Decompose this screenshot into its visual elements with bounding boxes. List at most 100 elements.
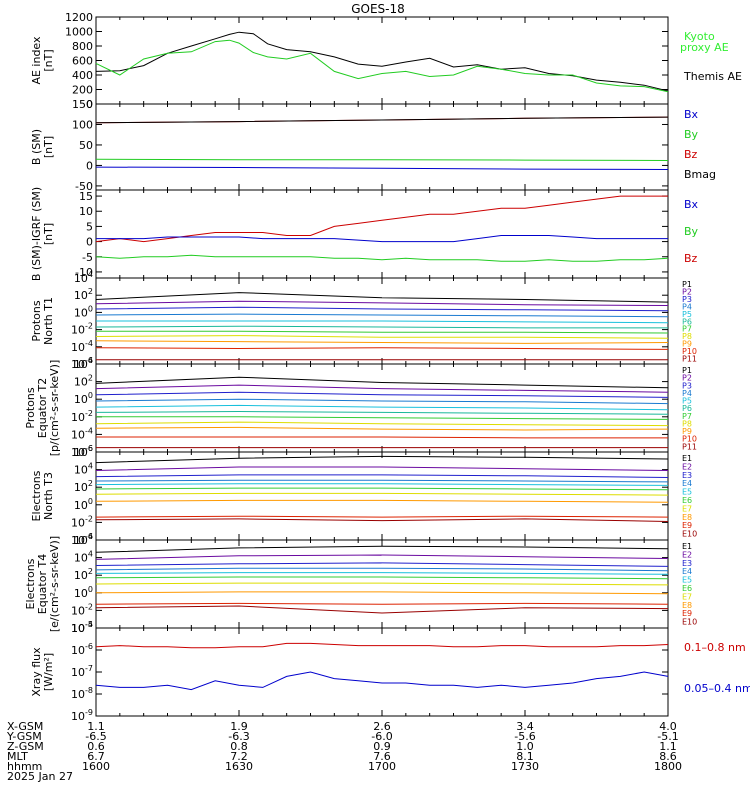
y-tick-label: 1200 bbox=[65, 11, 93, 24]
legend-entry: P8 bbox=[682, 332, 692, 341]
panel-frame bbox=[95, 103, 669, 191]
series-0-1-0-8-nm bbox=[95, 642, 669, 649]
series-p3 bbox=[95, 306, 669, 312]
y-axis-label: Xray flux bbox=[30, 647, 43, 697]
legend-entry: P11 bbox=[682, 355, 697, 364]
ephemeris-value: 1.1 bbox=[659, 740, 677, 753]
ephemeris-row-label: Y-GSM bbox=[6, 730, 42, 743]
series-e5 bbox=[95, 572, 669, 575]
ephemeris-row-label: MLT bbox=[7, 750, 28, 763]
series-e10 bbox=[95, 518, 669, 522]
y-tick-exp: -7 bbox=[85, 664, 93, 673]
y-tick-exp: 2 bbox=[88, 287, 93, 296]
ephemeris-row-label: X-GSM bbox=[7, 720, 43, 733]
ephemeris-row-label: hhmm bbox=[7, 760, 42, 773]
legend-entry: E8 bbox=[682, 601, 692, 610]
series-e3 bbox=[95, 474, 669, 478]
y-tick-label: 10-8 bbox=[71, 686, 93, 701]
series-e4 bbox=[95, 567, 669, 572]
legend-entry: By bbox=[684, 225, 699, 238]
y-tick-label: 150 bbox=[72, 98, 93, 111]
y-tick-label: -5 bbox=[82, 251, 93, 264]
y-tick-label: 10-2 bbox=[71, 602, 93, 617]
series-p4 bbox=[95, 398, 669, 405]
y-axis-label: AE index bbox=[30, 36, 43, 85]
legend-entry: Bx bbox=[684, 198, 699, 211]
y-tick-label: 10-6 bbox=[71, 642, 93, 657]
ephemeris-row-label: Z-GSM bbox=[7, 740, 44, 753]
y-tick-label: 104 bbox=[74, 356, 93, 371]
series-p4 bbox=[95, 313, 669, 318]
legend-entry: 0.1–0.8 nm bbox=[684, 641, 746, 654]
legend-entry: P7 bbox=[682, 325, 692, 334]
panel-2: -50 0 50 100 150 B (SM) [nT] Bx By Bz Bmag bbox=[30, 98, 716, 193]
y-tick-exp: 4 bbox=[88, 270, 93, 279]
date-label: 2025 Jan 27 bbox=[7, 770, 73, 783]
legend-entry: E1 bbox=[682, 454, 692, 463]
y-tick-exp: -2 bbox=[85, 602, 93, 611]
legend-entry: By bbox=[684, 128, 699, 141]
legend-entry: 0.05–0.4 nm bbox=[684, 682, 750, 695]
y-tick-exp: 0 bbox=[88, 497, 93, 506]
legend-entry: Bz bbox=[684, 252, 698, 265]
ephemeris-value: 7.6 bbox=[373, 750, 391, 763]
legend-entry: P6 bbox=[682, 317, 692, 326]
ephemeris-value: 7.2 bbox=[230, 750, 248, 763]
y-tick-exp: 0 bbox=[88, 391, 93, 400]
y-tick-exp: -6 bbox=[85, 444, 93, 453]
legend-entry: E2 bbox=[682, 462, 692, 471]
legend-entry: P6 bbox=[682, 404, 692, 413]
ephemeris-value: 0.9 bbox=[373, 740, 391, 753]
y-tick-exp: 4 bbox=[88, 462, 93, 471]
y-tick-label: 10-4 bbox=[71, 339, 93, 354]
series-e5 bbox=[95, 483, 669, 486]
y-tick-label: 10 bbox=[79, 205, 93, 218]
y-tick-label: 102 bbox=[74, 567, 93, 582]
legend-entry: E2 bbox=[682, 550, 692, 559]
y-tick-label: 600 bbox=[72, 55, 93, 68]
legend-entry: E5 bbox=[682, 488, 692, 497]
series-p2 bbox=[95, 300, 669, 306]
ephemeris-value: -6.0 bbox=[371, 730, 392, 743]
series-p6 bbox=[95, 325, 668, 329]
legend-entry: P10 bbox=[682, 435, 697, 444]
ephemeris-value: -5.6 bbox=[514, 730, 535, 743]
y-tick-exp: -4 bbox=[85, 426, 93, 435]
y-axis-label: [W/m²] bbox=[42, 653, 55, 691]
y-axis-label: [p/(cm²-s-sr-keV)] bbox=[48, 360, 61, 457]
y-tick-exp: -2 bbox=[85, 514, 93, 523]
y-tick-label: 15 bbox=[79, 190, 93, 203]
y-tick-label: 10-4 bbox=[71, 426, 93, 441]
series-e2 bbox=[95, 466, 669, 471]
legend-entry: E9 bbox=[682, 521, 692, 530]
y-tick-exp: 0 bbox=[88, 585, 93, 594]
legend-entry: E3 bbox=[682, 559, 692, 568]
series-p7 bbox=[96, 416, 669, 420]
ephemeris-value: 2.6 bbox=[373, 720, 391, 733]
y-tick-label: 0 bbox=[86, 98, 93, 111]
y-tick-exp: -5 bbox=[85, 620, 93, 629]
series-0-05-0-4-nm bbox=[95, 671, 669, 691]
legend-entry: P1 bbox=[682, 366, 692, 375]
y-axis-label: B (SM) bbox=[30, 129, 43, 165]
y-tick-label: 102 bbox=[74, 287, 93, 302]
series-bz bbox=[95, 195, 668, 243]
series-p10 bbox=[96, 436, 668, 439]
series-p9 bbox=[95, 426, 669, 431]
series-e7 bbox=[95, 582, 669, 586]
y-tick-label: 50 bbox=[79, 139, 93, 152]
ephemeris-value: 3.4 bbox=[516, 720, 534, 733]
legend-entry: E7 bbox=[682, 504, 692, 513]
y-tick-exp: 6 bbox=[88, 532, 93, 541]
y-tick-label: 100 bbox=[74, 391, 93, 406]
y-tick-exp: 6 bbox=[88, 444, 93, 453]
y-tick-exp: 2 bbox=[88, 374, 93, 383]
y-tick-label: -50 bbox=[75, 180, 93, 193]
ephemeris-value: 6.7 bbox=[87, 750, 105, 763]
legend-entry: E4 bbox=[682, 567, 692, 576]
legend-entry: E9 bbox=[682, 609, 692, 618]
legend-entry: P5 bbox=[682, 310, 692, 319]
series-e3 bbox=[95, 562, 669, 567]
